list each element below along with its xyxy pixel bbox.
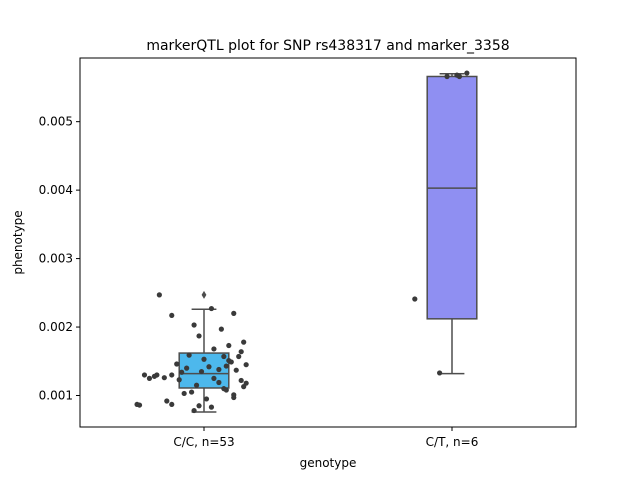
data-point: [218, 326, 224, 332]
data-point: [412, 296, 418, 302]
data-point: [191, 322, 197, 328]
y-tick-label: 0.001: [39, 389, 73, 403]
data-point: [164, 398, 170, 404]
data-point: [241, 339, 247, 345]
data-point: [238, 349, 244, 355]
data-point: [231, 394, 237, 401]
data-point: [176, 377, 182, 383]
data-point: [201, 356, 207, 362]
plot-frame: [79, 57, 577, 428]
data-point: [186, 352, 192, 358]
data-point: [236, 353, 242, 360]
y-tick-label: 0.003: [39, 252, 73, 266]
data-point: [226, 342, 232, 349]
data-point: [156, 292, 162, 298]
data-point: [208, 305, 215, 312]
y-tick-label: 0.005: [39, 115, 73, 129]
data-point: [216, 379, 222, 386]
data-point: [238, 377, 244, 384]
outlier-marker: [201, 290, 207, 299]
data-point: [191, 407, 197, 414]
data-point: [151, 373, 157, 379]
data-point: [211, 375, 217, 381]
data-point: [216, 366, 222, 373]
plot-area: [134, 70, 478, 414]
data-point: [444, 73, 450, 80]
data-point: [223, 363, 229, 369]
data-point: [169, 312, 175, 319]
data-point: [141, 372, 148, 378]
data-point: [233, 367, 239, 373]
data-point: [174, 361, 180, 367]
data-point: [196, 403, 202, 409]
data-point: [136, 402, 143, 408]
data-point: [169, 401, 175, 408]
box-group: [412, 70, 478, 376]
data-point: [454, 72, 460, 78]
data-point: [193, 382, 200, 388]
data-point: [464, 70, 470, 76]
x-axis-label: genotype: [300, 456, 357, 470]
data-point: [206, 364, 212, 370]
data-point: [189, 389, 195, 395]
data-point: [184, 365, 190, 371]
data-point: [437, 370, 443, 376]
data-point: [203, 396, 210, 402]
data-point: [161, 375, 167, 381]
x-tick-label: C/T, n=6: [426, 435, 479, 449]
y-axis-label: phenotype: [11, 210, 25, 274]
y-tick-label: 0.002: [39, 320, 73, 334]
data-point: [241, 384, 247, 390]
data-point: [243, 362, 249, 368]
data-point: [208, 404, 215, 410]
box-group: [134, 290, 249, 414]
data-point: [169, 372, 175, 378]
chart-title: markerQTL plot for SNP rs438317 and mark…: [146, 38, 509, 54]
box-iqr: [426, 75, 478, 320]
data-point: [231, 310, 237, 316]
y-tick-label: 0.004: [39, 183, 73, 197]
x-tick-label: C/C, n=53: [173, 435, 234, 449]
data-point: [196, 333, 202, 339]
data-point: [226, 357, 232, 364]
data-point: [181, 390, 187, 397]
data-point: [146, 375, 153, 381]
x-axis: C/C, n=53 C/T, n=6: [173, 427, 478, 449]
data-point: [221, 353, 227, 360]
data-point: [211, 346, 217, 352]
data-point: [198, 368, 205, 375]
data-point: [179, 369, 185, 375]
data-point: [223, 387, 229, 393]
y-axis: 0.001 0.002 0.003 0.004 0.005: [39, 115, 80, 403]
